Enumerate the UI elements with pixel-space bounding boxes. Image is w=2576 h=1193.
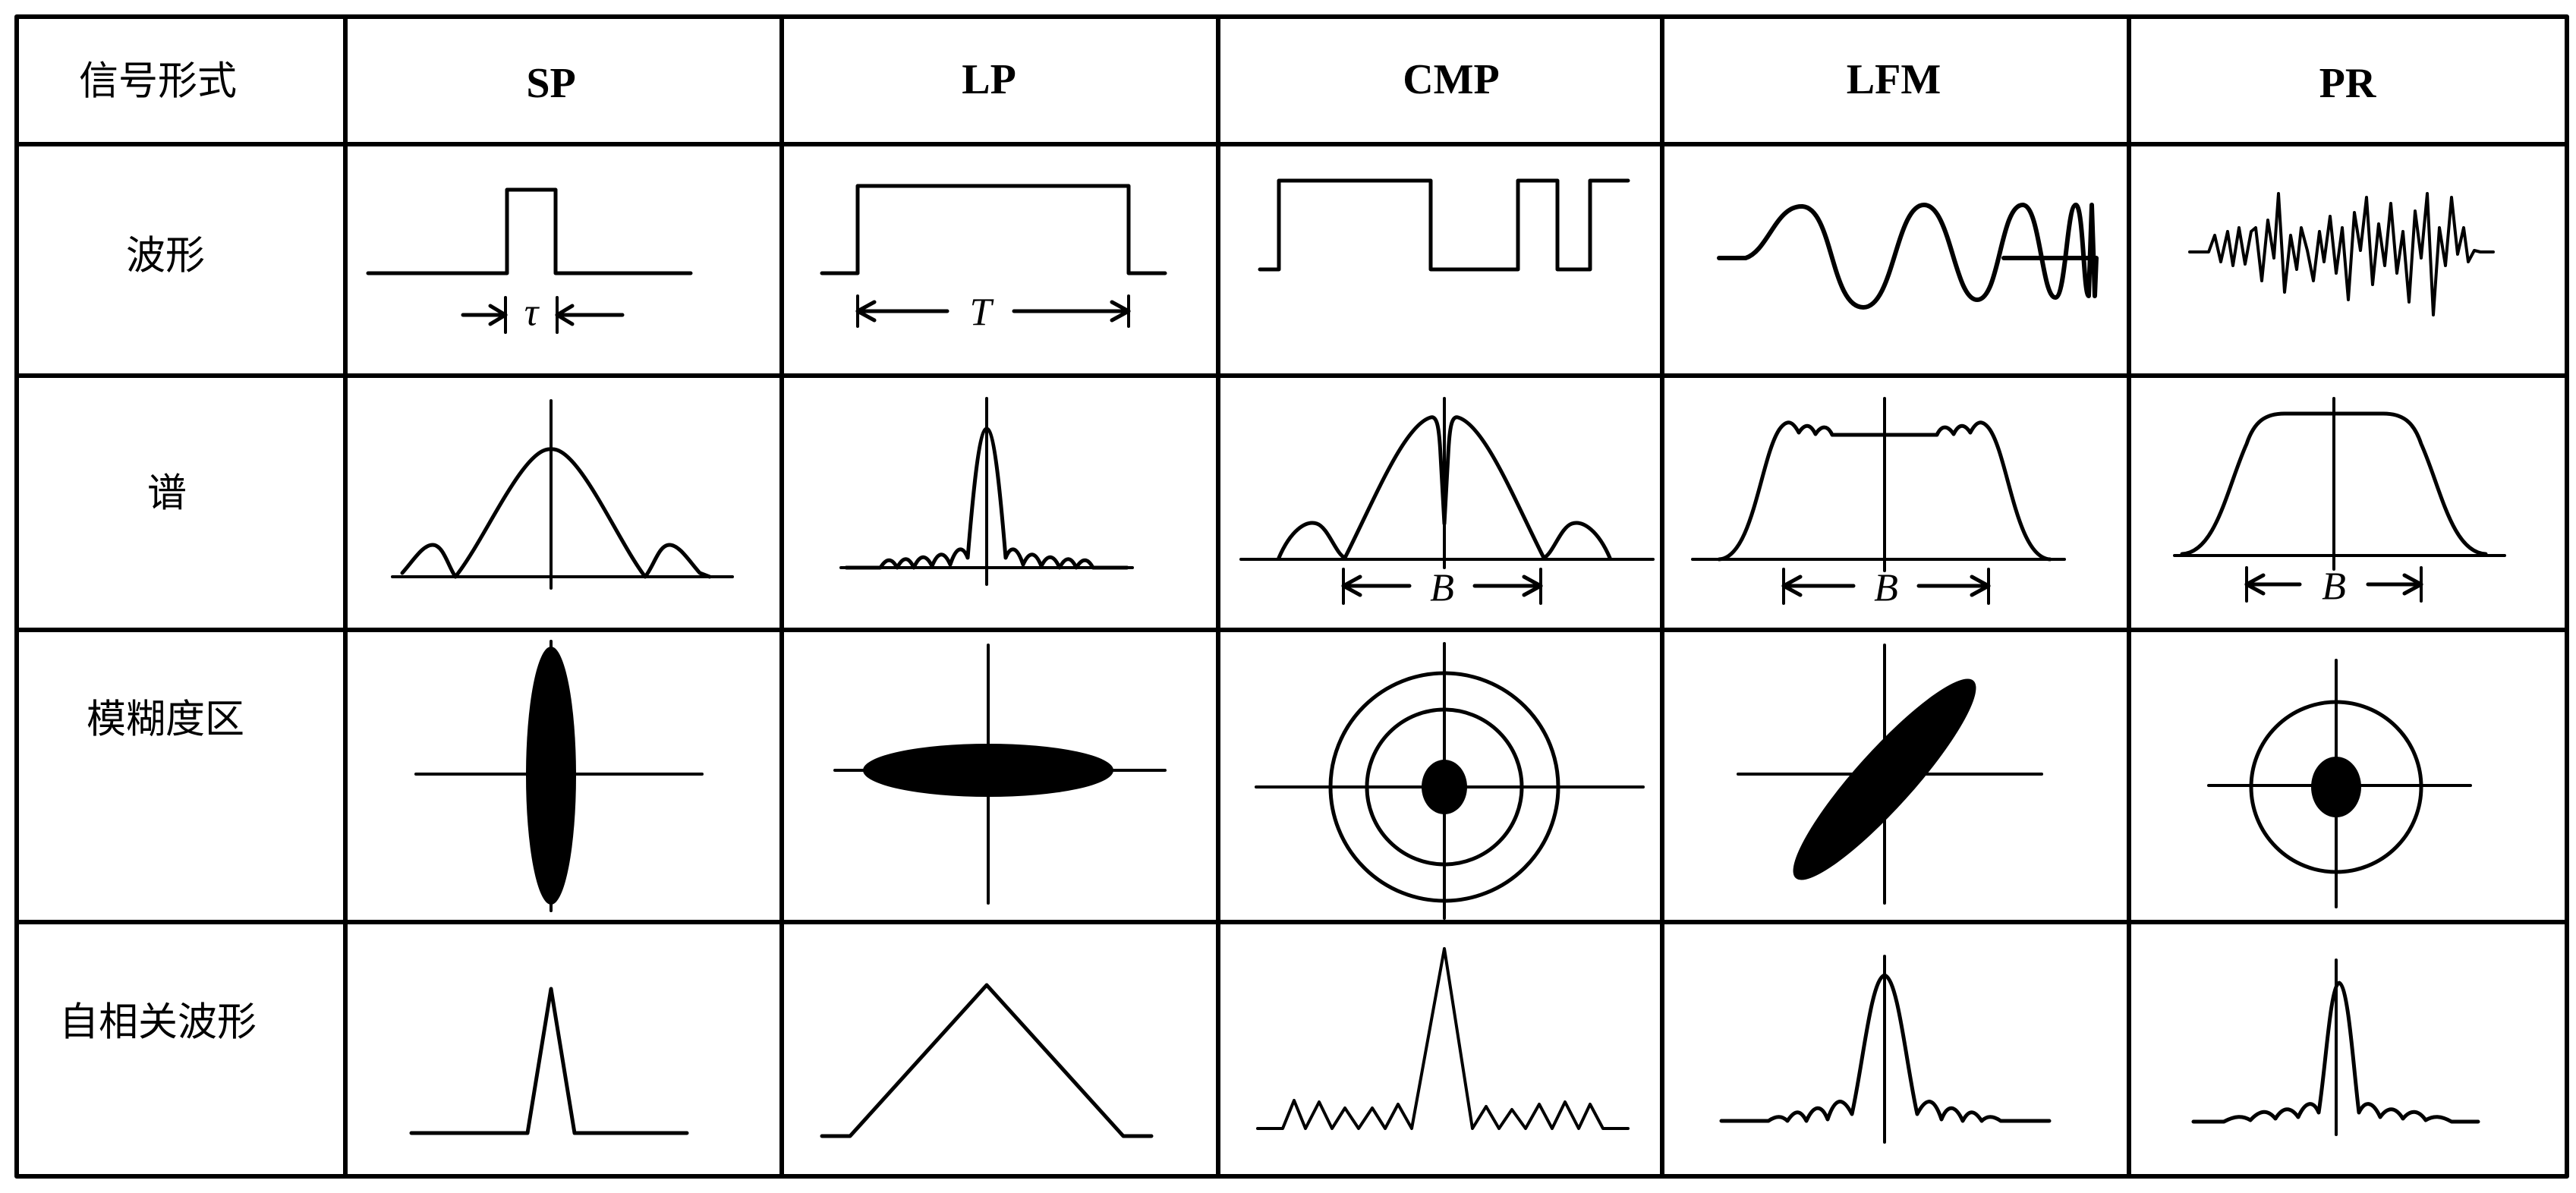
pr-spectrum	[2173, 397, 2506, 603]
column-header-lp: LP	[962, 56, 1016, 103]
lp-autocorrelation	[820, 983, 1154, 1138]
lp-ambiguity	[833, 644, 1167, 905]
pr-bandwidth-label: B	[2322, 565, 2346, 609]
lfm-autocorrelation	[1719, 955, 2052, 1144]
cmp-spectrum	[1239, 397, 1655, 605]
sp-ambiguity	[414, 640, 704, 912]
column-header-lfm: LFM	[1846, 56, 1941, 103]
cmp-bandwidth-label: B	[1430, 566, 1454, 610]
lfm-ambiguity	[1737, 644, 2043, 905]
column-header-pr: PR	[2319, 60, 2376, 107]
lp-duration-label: T	[969, 291, 992, 335]
cmp-ambiguity	[1255, 642, 1645, 920]
sp-spectrum	[391, 399, 734, 590]
row-label-ambiguity: 模糊度区	[86, 697, 245, 743]
pr-waveform	[2188, 192, 2495, 316]
pr-ambiguity	[2207, 659, 2472, 908]
table-grid	[14, 14, 2569, 1179]
lfm-waveform	[1717, 203, 2099, 310]
column-header-sp: SP	[526, 60, 576, 107]
row-label-spectrum: 谱	[146, 471, 187, 517]
cmp-autocorrelation	[1256, 947, 1630, 1130]
corner-header: 信号形式	[78, 58, 238, 105]
lp-waveform	[820, 184, 1167, 328]
pr-autocorrelation	[2191, 958, 2480, 1136]
column-header-cmp: CMP	[1403, 56, 1500, 103]
lp-spectrum	[839, 397, 1134, 586]
sp-autocorrelation	[409, 987, 689, 1135]
lfm-bandwidth-label: B	[1874, 566, 1898, 610]
lfm-spectrum	[1691, 397, 2066, 605]
sp-width-label: τ	[524, 291, 539, 335]
row-label-waveform: 波形	[125, 233, 206, 279]
row-label-autocorrelation: 自相关波形	[58, 999, 257, 1046]
sp-waveform	[366, 187, 693, 334]
cmp-waveform	[1258, 178, 1630, 272]
